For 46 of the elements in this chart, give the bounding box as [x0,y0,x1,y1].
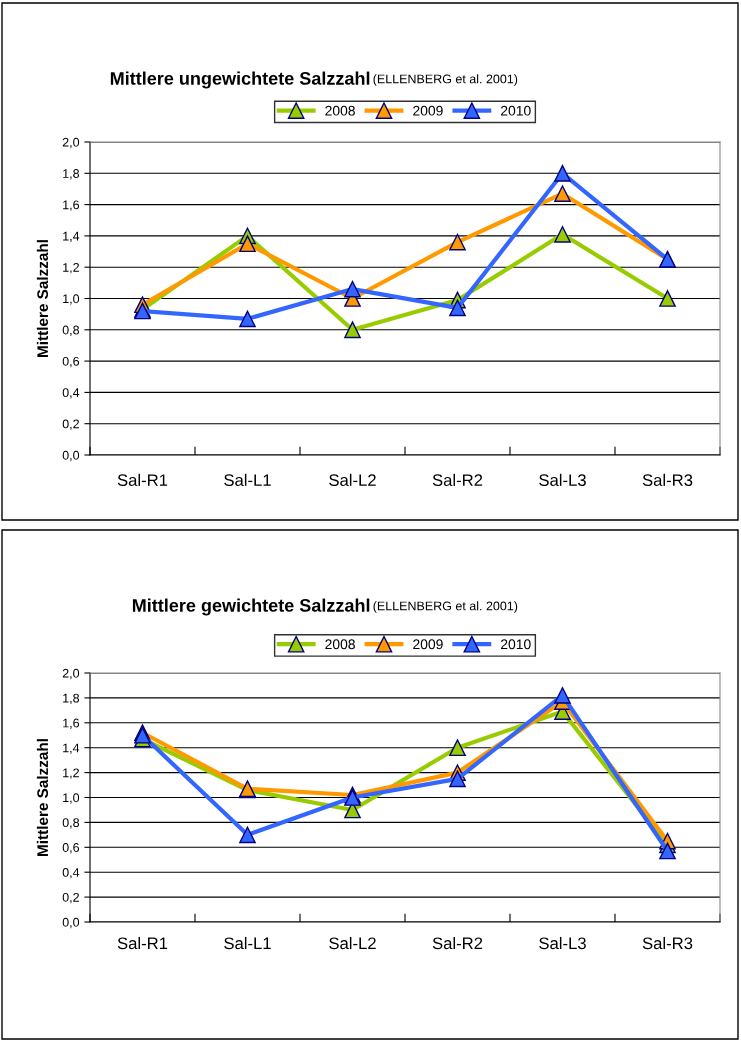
y-tick-label: 0,0 [62,917,80,929]
y-tick-label: 2,0 [62,668,80,680]
x-tick-label: Sal-R3 [642,936,693,950]
legend-label: 2010 [501,639,531,650]
legend-label: 2009 [413,105,443,116]
legend-label: 2009 [413,639,443,650]
y-axis-title: Mittlere Salzzahl [36,240,49,357]
legend-label: 2008 [325,105,355,116]
y-tick-label: 1,2 [63,768,79,779]
y-tick-label: 0,0 [62,450,80,462]
y-tick-label: 0,6 [62,843,80,854]
chart-title: Mittlere gewichtete Salzzahl [132,598,370,616]
y-tick-label: 0,2 [62,419,79,430]
x-tick-label: Sal-L3 [539,473,586,487]
y-tick-label: 1,6 [63,718,80,729]
x-tick-label: Sal-L2 [329,473,376,487]
legend-label: 2008 [325,639,355,650]
y-tick-label: 1,8 [63,169,80,180]
chart-title: Mittlere ungewichtete Salzzahl [110,71,370,89]
y-tick-label: 1,4 [63,743,80,754]
y-tick-label: 0,2 [62,892,79,904]
y-tick-label: 1,4 [63,231,80,243]
y-tick-label: 0,4 [62,388,80,399]
y-tick-label: 2,0 [62,137,80,149]
y-tick-label: 0,8 [62,818,80,829]
x-tick-label: Sal-L2 [329,936,376,950]
y-tick-label: 1,6 [63,200,80,211]
x-tick-label: Sal-R1 [117,473,168,487]
x-tick-label: Sal-R3 [642,473,693,487]
x-tick-label: Sal-L3 [539,936,586,950]
legend-label: 2010 [501,105,531,116]
x-tick-label: Sal-L1 [224,473,271,487]
y-axis-title: Mittlere Salzzahl [36,739,49,856]
y-tick-label: 1,0 [63,294,80,305]
y-tick-label: 0,8 [62,325,80,336]
x-tick-label: Sal-R2 [432,473,483,487]
y-tick-label: 1,2 [63,263,79,274]
y-tick-label: 1,0 [63,793,80,804]
y-tick-label: 0,4 [62,868,80,879]
x-tick-label: Sal-L1 [224,936,271,950]
chart-subtitle: (ELLENBERG et al. 2001) [373,601,518,613]
x-tick-label: Sal-R1 [117,936,168,950]
y-tick-label: 1,8 [63,693,80,705]
chart-subtitle: (ELLENBERG et al. 2001) [373,74,518,86]
x-tick-label: Sal-R2 [432,936,483,950]
y-tick-label: 0,6 [62,356,80,368]
